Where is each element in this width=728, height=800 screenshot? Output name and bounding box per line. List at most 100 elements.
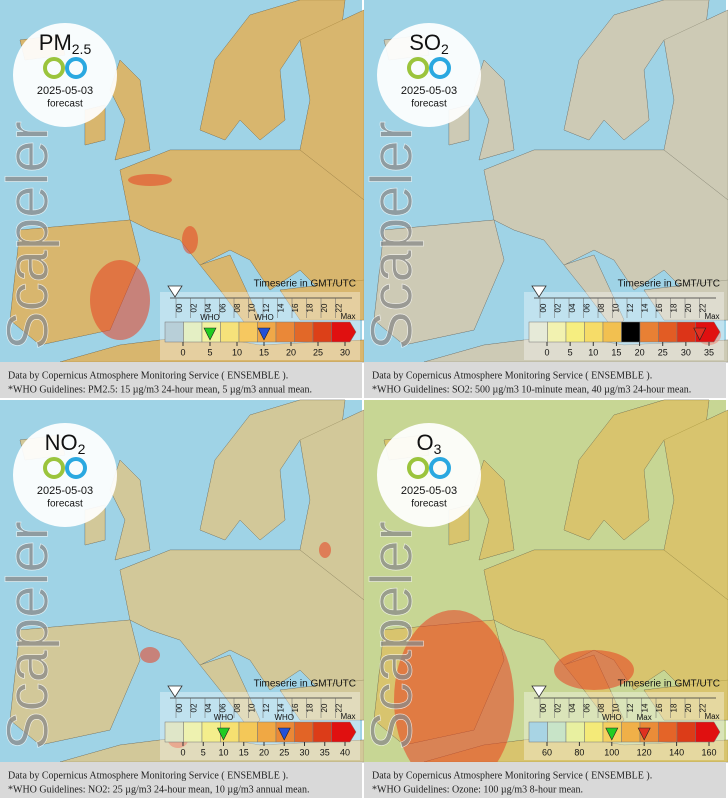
legend-tick-label: 100: [604, 747, 619, 757]
hour-label: 12: [262, 703, 271, 712]
pollutant: NO2: [45, 430, 86, 457]
pollutant-subscript: 2.5: [72, 41, 92, 57]
legend-box: [658, 721, 678, 743]
pollutant-name: O: [417, 430, 434, 455]
footer-line: *WHO Guidelines: PM2.5: 15 µg/m3 24-hour…: [8, 384, 312, 395]
legend-tick-label: 120: [637, 747, 652, 757]
hour-label: 00: [175, 703, 184, 712]
hour-label: 22: [335, 303, 344, 312]
legend-tick-label: 15: [239, 747, 249, 757]
logo-ring: [407, 457, 429, 479]
legend-box: [565, 321, 585, 343]
legend-max-box: [695, 321, 721, 343]
logo-ring: [407, 57, 429, 79]
hour-label: 04: [568, 303, 577, 312]
legend-tick-label: 60: [542, 747, 552, 757]
hour-label: 06: [583, 303, 592, 312]
hour-label: 14: [277, 703, 286, 712]
legend-tick-label: 5: [201, 747, 206, 757]
map-panel: NO2 2025-05-03 forecast Scapeler Timeserie i…: [0, 399, 365, 798]
legend-box: [312, 321, 332, 343]
forecast-label: forecast: [411, 99, 447, 110]
legend-tick-label: 20: [286, 347, 296, 357]
legend-box: [183, 321, 203, 343]
guideline-label: WHO: [274, 713, 294, 722]
hour-label: 02: [554, 303, 563, 312]
legend-tick-label: 10: [588, 347, 598, 357]
watermark: Scapeler: [359, 521, 424, 750]
time-marker: [167, 685, 183, 698]
guideline-label: WHO: [254, 313, 274, 322]
hour-label: 10: [612, 303, 621, 312]
guideline-label: WHO: [214, 713, 234, 722]
hour-label: 10: [612, 703, 621, 712]
hour-label: 16: [655, 703, 664, 712]
hour-label: 00: [175, 303, 184, 312]
legend-tick-label: 25: [313, 347, 323, 357]
legend-box: [584, 721, 604, 743]
hour-label: 18: [306, 303, 315, 312]
legend-max: Max: [340, 312, 355, 321]
legend-box: [201, 721, 221, 743]
timeserie-label: Timeserie in GMT/UTC: [254, 679, 356, 690]
legend-tick-label: 5: [207, 347, 212, 357]
legend-tick-label: 30: [340, 347, 350, 357]
hour-label: 16: [291, 703, 300, 712]
forecast-label: forecast: [47, 99, 83, 110]
legend-box: [183, 721, 203, 743]
legend-tick-label: 40: [340, 747, 350, 757]
footer-line: Data by Copernicus Atmosphere Monitoring…: [8, 370, 288, 381]
hour-label: 20: [320, 703, 329, 712]
legend-tick-label: 140: [669, 747, 684, 757]
legend-tick-label: 5: [568, 347, 573, 357]
forecast-date: 2025-05-03: [37, 85, 93, 97]
pollutant: PM2.5: [39, 30, 92, 57]
legend-box: [294, 321, 314, 343]
guideline-marker: [257, 327, 271, 341]
time-marker: [531, 685, 547, 698]
hour-label: 04: [204, 703, 213, 712]
pollutant-subscript: 2: [441, 41, 449, 57]
guideline-marker: [637, 727, 651, 741]
legend-box: [220, 321, 240, 343]
time-marker: [531, 285, 547, 298]
legend-tick-label: 20: [635, 347, 645, 357]
forecast-date: 2025-05-03: [401, 485, 457, 497]
legend-max-box: [695, 721, 721, 743]
logo-badge: [377, 23, 481, 127]
hour-label: 16: [655, 303, 664, 312]
legend-box: [639, 321, 659, 343]
hour-label: 16: [291, 303, 300, 312]
hour-label: 08: [233, 703, 242, 712]
forecast-label: forecast: [47, 499, 83, 510]
pollution-hotspot: [182, 226, 198, 254]
hour-label: 06: [219, 303, 228, 312]
hour-label: 08: [233, 303, 242, 312]
logo-ring: [43, 457, 65, 479]
pollutant: O3: [417, 430, 442, 457]
pollution-hotspot: [128, 174, 172, 186]
guideline-marker: [203, 327, 217, 341]
legend-box: [658, 321, 678, 343]
pollution-hotspot: [140, 647, 160, 663]
legend-tick-label: 25: [279, 747, 289, 757]
legend-tick-label: 25: [658, 347, 668, 357]
hour-label: 00: [539, 303, 548, 312]
pollution-hotspot: [554, 650, 634, 690]
hour-label: 08: [597, 303, 606, 312]
legend-tick-label: 0: [180, 347, 185, 357]
logo-ring: [65, 457, 87, 479]
hour-label: 14: [641, 703, 650, 712]
legend-tick-label: 35: [320, 747, 330, 757]
legend-tick-label: 15: [611, 347, 621, 357]
footer: [0, 362, 362, 398]
forecast-date: 2025-05-03: [401, 85, 457, 97]
pollution-hotspot: [319, 542, 331, 558]
legend-box: [528, 721, 548, 743]
map-panel: PM2.5 2025-05-03 forecast Scapeler Timeserie…: [0, 0, 365, 398]
legend-box: [621, 321, 641, 343]
logo-badge: [377, 423, 481, 527]
legend-tick-label: 0: [544, 347, 549, 357]
hour-label: 02: [554, 703, 563, 712]
